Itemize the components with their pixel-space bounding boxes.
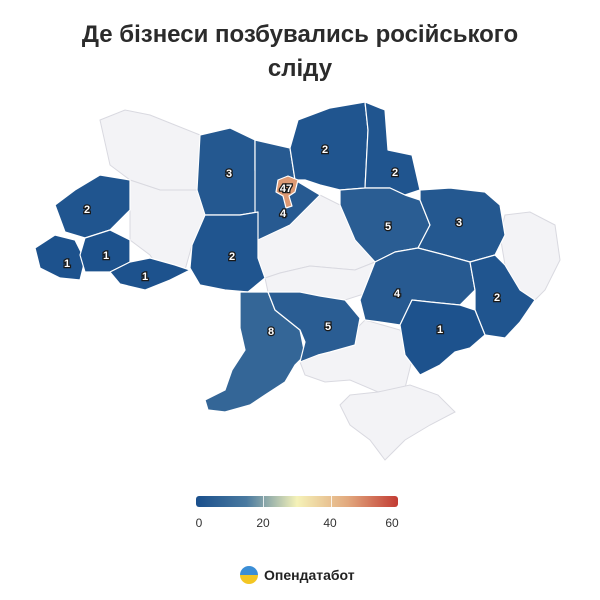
label-poltava: 5 <box>385 221 391 233</box>
label-sumy: 2 <box>392 167 398 179</box>
legend-label-60: 60 <box>385 516 399 530</box>
region-chernihiv[interactable] <box>289 101 369 191</box>
region-luhansk[interactable] <box>469 254 536 339</box>
logo-top-half <box>240 566 258 575</box>
region-empty-khmelnytskyi[interactable] <box>129 179 206 271</box>
region-chernivtsi[interactable] <box>109 257 191 291</box>
legend-gradient-bar <box>196 496 398 507</box>
legend-label-20: 20 <box>256 516 270 530</box>
label-rivne: 4 <box>280 208 287 220</box>
label-donetsk: 1 <box>437 324 443 336</box>
legend-tick-mark <box>263 496 265 507</box>
label-luhansk: 2 <box>494 292 500 304</box>
label-mykolaiv: 5 <box>325 321 331 333</box>
label-chernihiv: 2 <box>322 144 328 156</box>
label-vinnytsia: 2 <box>229 251 235 263</box>
region-sumy[interactable] <box>364 101 421 196</box>
region-kyiv-city[interactable] <box>275 175 299 209</box>
label-volyn: 3 <box>226 168 232 180</box>
brand-name: Опендатабот <box>264 567 355 583</box>
legend-labels: 0 20 40 60 <box>195 516 399 532</box>
label-kyiv-city: 47 <box>280 183 292 195</box>
label-lviv: 2 <box>84 204 90 216</box>
label-chernivtsi: 1 <box>142 271 148 283</box>
data-regions <box>34 101 536 413</box>
label-zakarpattia: 1 <box>64 258 70 270</box>
region-donetsk[interactable] <box>399 299 486 376</box>
brand-logo-icon <box>240 566 258 584</box>
brand-footer[interactable]: Опендатабот <box>240 566 355 584</box>
region-mykolaiv[interactable] <box>267 291 361 363</box>
legend-label-40: 40 <box>323 516 337 530</box>
title-line-1: Де бізнеси позбувались російського <box>81 21 519 48</box>
label-dnipropetrovsk: 4 <box>394 288 401 300</box>
color-legend: 0 20 40 60 <box>195 496 399 532</box>
region-labels: 3 4 47 2 2 2 1 1 1 2 5 3 4 2 1 8 5 <box>63 143 502 340</box>
region-zakarpattia[interactable] <box>34 234 86 281</box>
legend-label-0: 0 <box>195 516 203 530</box>
region-vinnytsia[interactable] <box>189 211 266 293</box>
region-empty-crimea[interactable] <box>339 384 456 461</box>
region-empty-east[interactable] <box>499 211 561 301</box>
label-odesa: 8 <box>268 326 274 338</box>
label-ivano-frankivsk: 1 <box>103 250 109 262</box>
logo-bottom-half <box>240 575 258 584</box>
title-line-2: сліду <box>267 55 333 82</box>
region-lviv[interactable] <box>54 174 131 239</box>
page-title: Де бізнеси позбувались російського сліду <box>0 18 600 86</box>
ukraine-map: 3 4 47 2 2 2 1 1 1 2 5 3 4 2 1 8 5 <box>34 101 561 461</box>
label-kharkiv: 3 <box>456 217 462 229</box>
legend-tick-mark <box>330 496 332 507</box>
